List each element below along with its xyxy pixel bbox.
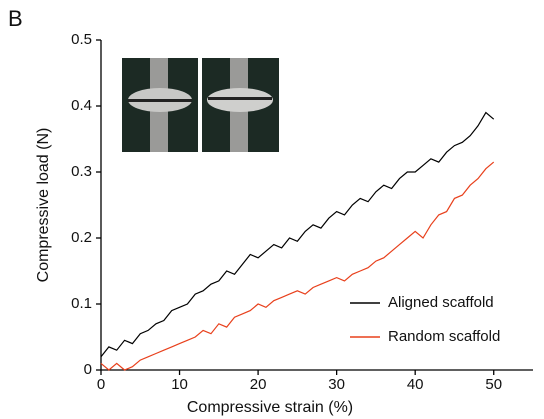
y-tick-label: 0.5 — [71, 31, 92, 48]
data-line — [100, 111, 495, 358]
y-axis-label: Compressive load (N) — [35, 128, 52, 283]
inset-photo — [122, 58, 279, 152]
x-axis-label: Compressive strain (%) — [187, 399, 353, 416]
x-tick-label: 50 — [485, 376, 502, 393]
legend-label: Aligned scaffold — [388, 294, 494, 311]
y-tick-label: 0.4 — [71, 97, 92, 114]
x-tick-label: 0 — [97, 376, 105, 393]
x-tick-label: 10 — [171, 376, 188, 393]
data-line — [100, 161, 495, 371]
y-tick-label: 0.2 — [71, 229, 92, 246]
y-tick-label: 0.3 — [71, 163, 92, 180]
panel-label: B — [8, 6, 23, 31]
x-tick-label: 40 — [407, 376, 424, 393]
x-tick-label: 20 — [250, 376, 267, 393]
legend-label: Random scaffold — [388, 328, 500, 345]
x-tick-label: 30 — [328, 376, 345, 393]
y-tick-label: 0.1 — [71, 295, 92, 312]
y-tick-label: 0 — [84, 361, 92, 378]
